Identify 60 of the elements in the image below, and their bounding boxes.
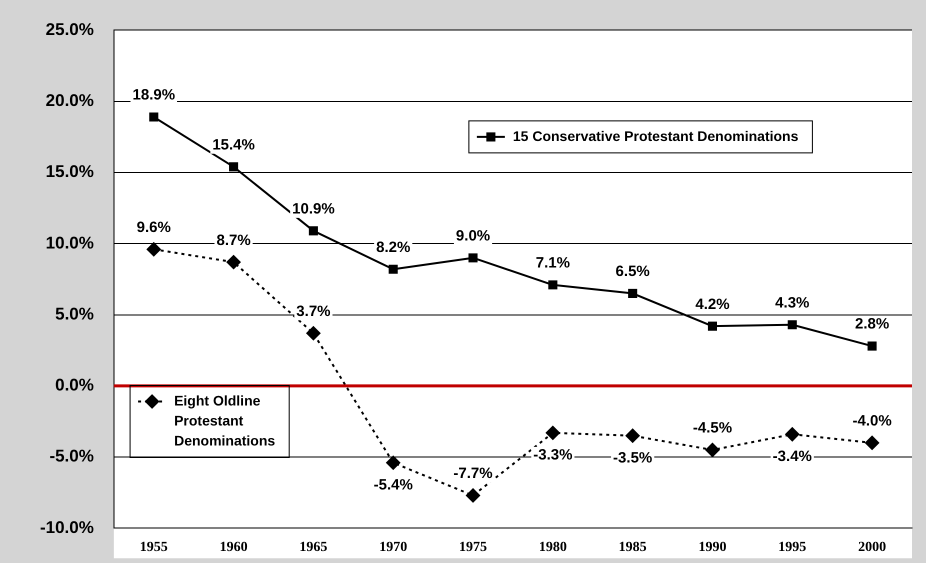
data-label: -3.3% (533, 446, 572, 464)
data-label: -5.4% (374, 476, 413, 494)
data-label: -4.0% (852, 412, 892, 430)
point (229, 162, 238, 172)
point (308, 226, 318, 236)
data-label: 15.4% (212, 136, 255, 154)
point (149, 112, 158, 122)
data-label: 8.7% (216, 232, 251, 249)
x-tick-label: 1990 (698, 540, 726, 556)
y-tick-label: 5.0% (55, 304, 94, 324)
point (388, 264, 398, 274)
x-tick-label: 1985 (618, 540, 647, 556)
point (788, 320, 797, 330)
y-tick-label: 0.0% (55, 376, 94, 395)
data-label: 7.1% (536, 254, 570, 272)
point (466, 488, 480, 502)
point (785, 427, 800, 442)
data-label: 8.2% (376, 238, 410, 256)
x-tick-label: 2000 (858, 540, 886, 556)
point (708, 322, 717, 331)
point (628, 288, 638, 298)
point (146, 242, 161, 256)
x-tick-label: 1965 (299, 540, 328, 556)
point (546, 426, 560, 440)
x-tick-label: 1960 (220, 540, 248, 556)
x-tick-label: 1980 (538, 540, 567, 556)
legend-label: Eight Oldline Protestant Denominations (174, 392, 276, 448)
x-tick-label: 1970 (379, 540, 408, 556)
data-label: 9.0% (456, 228, 490, 244)
data-label: 10.9% (292, 200, 335, 218)
point (868, 342, 877, 351)
x-tick-label: 1995 (778, 540, 806, 556)
data-label: 3.7% (296, 302, 330, 320)
y-tick-label: 25.0% (46, 20, 94, 39)
point (306, 326, 320, 340)
y-tick-label: 10.0% (46, 233, 94, 252)
point (226, 255, 241, 270)
data-label: 4.3% (775, 294, 810, 312)
y-tick-label: -5.0% (49, 446, 94, 466)
data-label: 4.2% (695, 296, 730, 313)
point (865, 436, 880, 450)
data-label: -7.7% (453, 465, 493, 482)
point (548, 280, 558, 290)
legend-label: 15 Conservative Protestant Denominations (512, 128, 799, 144)
data-label: 6.5% (616, 263, 650, 280)
data-label: -3.5% (613, 449, 652, 466)
y-tick-label: 15.0% (46, 162, 94, 182)
point (386, 456, 400, 470)
y-tick-label: 20.0% (46, 91, 94, 110)
point (705, 442, 720, 457)
data-label: -3.4% (772, 448, 812, 465)
data-label: 9.6% (136, 218, 171, 236)
x-tick-label: 1975 (459, 540, 488, 556)
x-tick-label: 1955 (140, 540, 168, 556)
point (468, 253, 478, 262)
y-tick-label: -10.0% (40, 518, 94, 537)
data-label: 2.8% (854, 316, 890, 333)
point (626, 428, 640, 443)
data-label: 18.9% (132, 86, 176, 104)
data-label: -4.5% (692, 420, 732, 437)
